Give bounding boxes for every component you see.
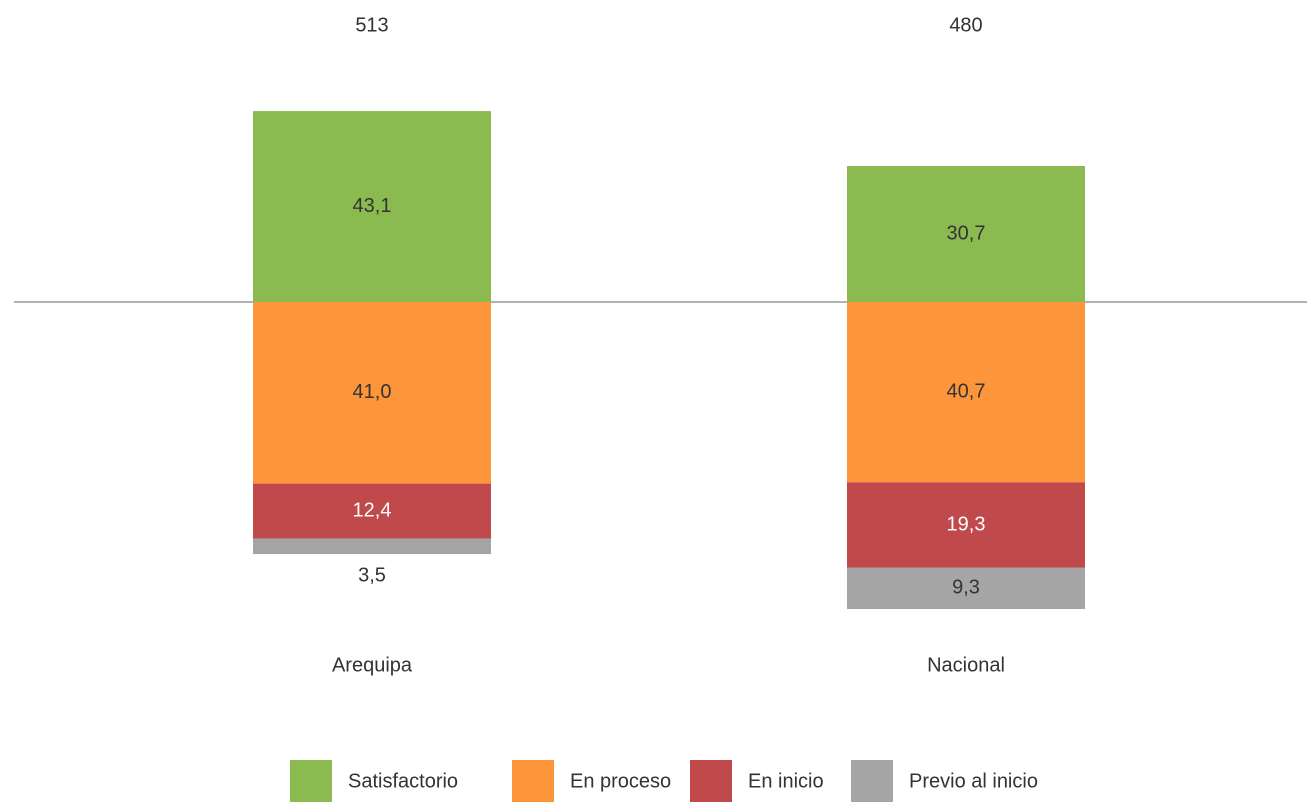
bar-segment xyxy=(253,538,491,555)
bar-segment xyxy=(253,111,491,302)
bar-segment xyxy=(253,483,491,539)
legend-label: En inicio xyxy=(748,770,824,792)
legend-swatch xyxy=(512,760,554,802)
data-label: 40,7 xyxy=(947,380,986,402)
legend-label: Satisfactorio xyxy=(348,770,458,792)
top-label: 513 xyxy=(355,14,388,36)
category-label: Arequipa xyxy=(332,654,413,676)
legend-swatch xyxy=(290,760,332,802)
bar-segment xyxy=(253,302,491,484)
bar-segment xyxy=(847,165,1085,302)
bar-segment xyxy=(847,567,1085,609)
data-label: 19,3 xyxy=(947,513,986,535)
category-label: Nacional xyxy=(927,654,1005,676)
bar-segment xyxy=(847,482,1085,568)
top-label: 480 xyxy=(949,14,982,36)
data-label: 43,1 xyxy=(353,195,392,217)
legend-swatch xyxy=(851,760,893,802)
data-label: 9,3 xyxy=(952,577,980,599)
data-label: 30,7 xyxy=(947,222,986,244)
legend-swatch xyxy=(690,760,732,802)
legend-label: En proceso xyxy=(570,770,671,792)
data-label: 3,5 xyxy=(358,564,386,586)
legend-label: Previo al inicio xyxy=(909,770,1038,792)
bar-segment xyxy=(847,302,1085,483)
data-label: 41,0 xyxy=(353,381,392,403)
data-label: 12,4 xyxy=(353,499,392,521)
